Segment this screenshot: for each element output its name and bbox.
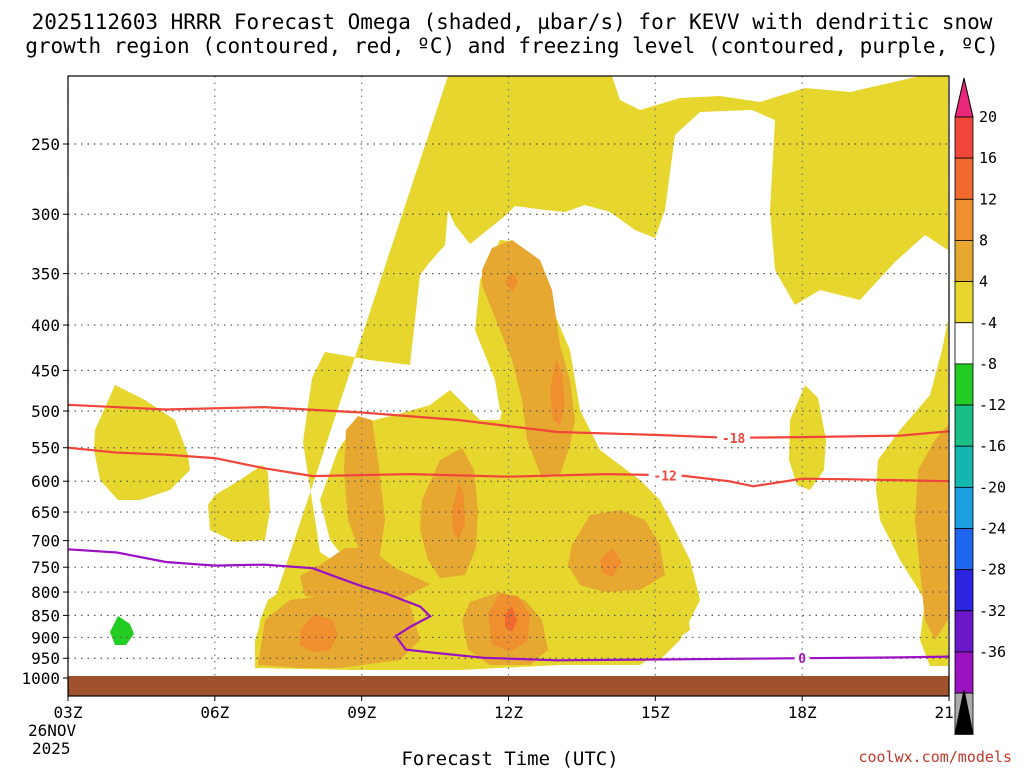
y-tick-label: 950: [31, 649, 60, 668]
colorbar-segment: [954, 610, 974, 653]
plot-area: -18 -12 0: [68, 76, 949, 696]
colorbar-segment: [954, 116, 974, 159]
colorbar-label: -24: [979, 520, 1006, 538]
omega-dark-orange-6: [505, 272, 518, 292]
omega-orange-mid: [420, 448, 478, 578]
contour-line: [68, 403, 949, 439]
omega-orange-lower-block: [300, 548, 430, 600]
y-tick-label: 550: [31, 439, 60, 458]
colorbar-label: -8: [979, 355, 997, 373]
omega-orange-right: [568, 510, 665, 592]
contour-line: [68, 548, 949, 662]
contour-line: [68, 446, 949, 488]
y-tick-label: 750: [31, 558, 60, 577]
colorbar-segment: [954, 198, 974, 241]
colorbar-bottom-arrow: [954, 689, 974, 735]
contour-label-bg: [717, 429, 751, 446]
y-tick-label: 400: [31, 316, 60, 335]
colorbar-segment: [954, 486, 974, 529]
colorbar-segment: [954, 281, 974, 324]
colorbar-label: 12: [979, 190, 997, 208]
y-tick-label: 350: [31, 265, 60, 284]
omega-orange-right-edge: [915, 425, 948, 640]
colorbar-label: -20: [979, 478, 1006, 496]
chart-title-line1: 2025112603 HRRR Forecast Omega (shaded, …: [32, 10, 993, 34]
colorbar-top-arrow: [954, 77, 974, 118]
colorbar: 20 16 12 8 4 -4 -8 -12 -16 -20 -24 -28 -32 -36: [954, 77, 1006, 735]
y-tick-label: 900: [31, 628, 60, 647]
colorbar-label: -16: [979, 437, 1006, 455]
y-tick-label: 650: [31, 503, 60, 522]
contour-label: -12: [653, 469, 676, 484]
date-label-day: 26NOV: [28, 721, 77, 740]
contour-label: 0: [798, 652, 806, 667]
colorbar-segment: [954, 240, 974, 282]
y-tick-label: 850: [31, 606, 60, 625]
y-tick-label: 250: [31, 135, 60, 154]
contour-lines: -18 -12 0: [68, 403, 949, 667]
x-tick-label: 18Z: [788, 703, 817, 722]
colorbar-label: -32: [979, 602, 1006, 620]
omega-yellow-left: [94, 385, 190, 500]
ground-surface: [68, 676, 949, 696]
x-tick-label: 09Z: [347, 703, 376, 722]
colorbar-label: -4: [979, 314, 997, 332]
colorbar-segment: [954, 322, 974, 365]
y-tick-label: 800: [31, 583, 60, 602]
omega-green-spot: [110, 616, 134, 645]
y-tick-label: 1000: [21, 669, 60, 688]
contour-label-bg: [648, 467, 682, 484]
colorbar-label: -36: [979, 643, 1006, 661]
chart-title-line2: growth region (contoured, red, ºC) and f…: [25, 34, 999, 58]
omega-shading: [94, 76, 948, 670]
colorbar-segment: [954, 363, 974, 406]
omega-red-core: [505, 606, 517, 632]
x-axis-label: Forecast Time (UTC): [401, 748, 618, 768]
y-tick-label: 300: [31, 205, 60, 224]
colorbar-label: 4: [979, 273, 988, 291]
colorbar-segment: [954, 157, 974, 200]
colorbar-segment: [954, 404, 974, 447]
y-tick-label: 700: [31, 532, 60, 551]
colorbar-segment: [954, 445, 974, 488]
omega-dark-orange-3: [550, 360, 565, 425]
y-tick-label: 600: [31, 472, 60, 491]
colorbar-segment: [954, 569, 974, 612]
x-tick-label: 06Z: [200, 703, 229, 722]
y-tick-label: 450: [31, 361, 60, 380]
date-label-year: 2025: [32, 739, 71, 758]
omega-orange-mid-left: [344, 416, 385, 555]
colorbar-label: -12: [979, 396, 1006, 414]
colorbar-segment: [954, 528, 974, 571]
omega-yellow-small: [208, 465, 270, 542]
colorbar-segment: [954, 651, 974, 694]
x-tick-label: 03Z: [54, 703, 83, 722]
omega-orange-low-left: [258, 585, 420, 668]
contour-label-bg: [794, 650, 810, 667]
credit-text: coolwx.com/models: [858, 748, 1012, 766]
contour-label: -18: [722, 432, 746, 447]
x-tick-label: 15Z: [641, 703, 670, 722]
x-axis: 03Z 06Z 09Z 12Z 15Z 18Z 21Z: [54, 696, 964, 722]
x-tick-label: 12Z: [494, 703, 523, 722]
omega-orange-upper: [482, 240, 575, 478]
colorbar-label: -28: [979, 561, 1006, 579]
colorbar-label: 20: [979, 108, 997, 126]
omega-dark-orange-5: [600, 548, 622, 577]
omega-dark-orange-1: [300, 614, 338, 652]
colorbar-label: 16: [979, 149, 997, 167]
y-tick-label: 500: [31, 402, 60, 421]
colorbar-label: 8: [979, 231, 988, 249]
y-axis: 250 300 350 400 450 500 550 600 650 700 750 800 850 9…: [21, 135, 68, 688]
